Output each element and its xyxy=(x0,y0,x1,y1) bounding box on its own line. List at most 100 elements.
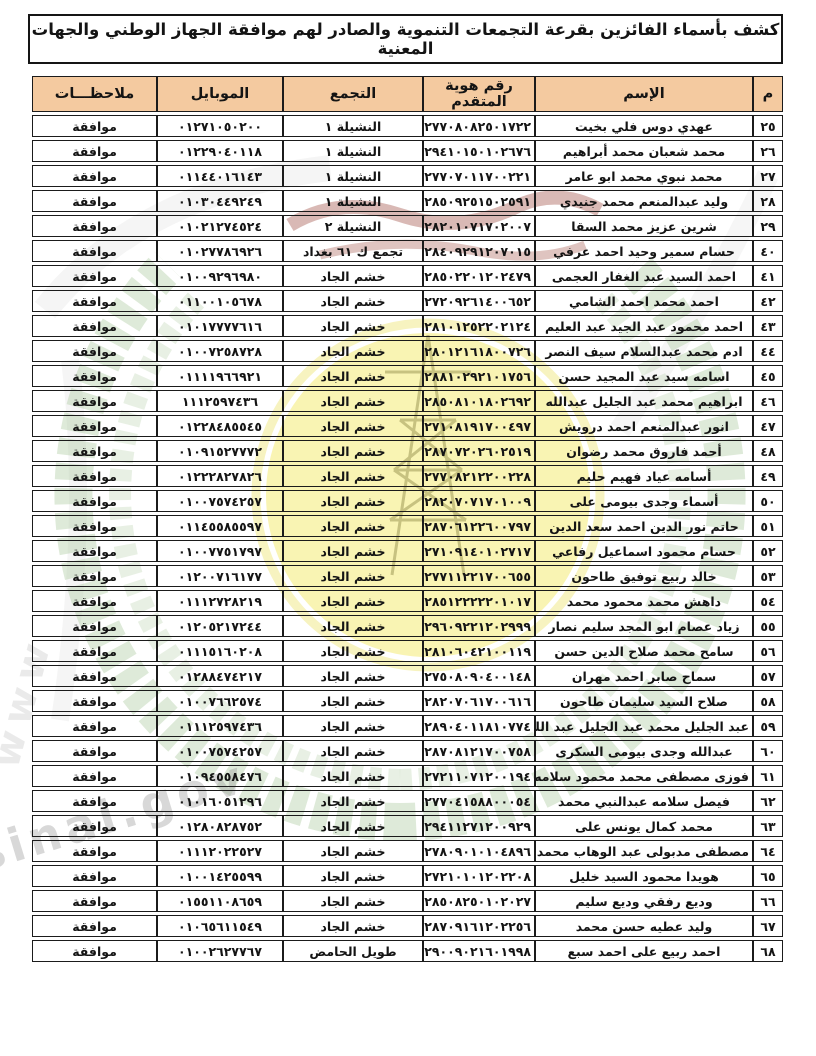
cell-group: خشم الجاد xyxy=(283,815,423,837)
table-row: ٥٥ زياد عصام ابو المجد سليم نصار ٢٩٦٠٩٢٢١٢… xyxy=(32,615,783,637)
table-row: ٦٣ محمد كمال يونس على ٢٩٤١١٢٧١٢٠٠٩٢٩ خشم ال… xyxy=(32,815,783,837)
calligraphy-shape xyxy=(286,190,604,232)
table-row: ٦١ فوزى مصطفى محمد محمود سلامه ٢٧٢١١٠٧١٢٠٠… xyxy=(32,765,783,787)
cell-mobile: ٠١٠٠٧٦٦٢٥٧٤ xyxy=(157,690,283,712)
cell-group: خشم الجاد xyxy=(283,465,423,487)
header-row-number: م xyxy=(753,76,783,112)
cell-mobile: ٠١٠١٧٧٧٧٦١٦ xyxy=(157,315,283,337)
cell-no: ٥٠ xyxy=(753,490,783,512)
cell-note: موافقة xyxy=(32,415,157,437)
cell-note: موافقة xyxy=(32,565,157,587)
cell-name: خالد ربيع توفيق طاحون xyxy=(535,565,753,587)
cell-name: احمد محمد احمد الشامي xyxy=(535,290,753,312)
cell-no: ٤٢ xyxy=(753,290,783,312)
cell-group: النشيلة ١ xyxy=(283,140,423,162)
cell-note: موافقة xyxy=(32,290,157,312)
cell-note: موافقة xyxy=(32,390,157,412)
cell-name: سماح صابر احمد مهران xyxy=(535,665,753,687)
cell-name: احمد السيد عبد الغفار العجمى xyxy=(535,265,753,287)
table-row: ٦٥ هويدا محمود السيد خليل ٢٧٢١٠١٠١٢٠٢٢٠٨ خش… xyxy=(32,865,783,887)
cell-id: ٢٨٢٠٧٠٦١٧٠٠٦١٦ xyxy=(423,690,535,712)
table-row: ٤٤ ادم محمد عبدالسلام سيف النصر ٢٨٠١٢١٦١٨٠… xyxy=(32,340,783,362)
cell-name: انور عبدالمنعم احمد درويش xyxy=(535,415,753,437)
header-community: التجمع xyxy=(283,76,423,112)
cell-note: موافقة xyxy=(32,190,157,212)
wreath-left-inner xyxy=(109,292,401,791)
cell-mobile: ٠١٢٧١٠٥٠٢٠٠ xyxy=(157,115,283,137)
cell-mobile: ٠١٠٠٧٢٥٨٧٢٨ xyxy=(157,340,283,362)
cell-name: عبد الجليل محمد عبد الجليل عبد الله xyxy=(535,715,753,737)
table-row: ٦٠ عبدالله وجدى بيومى السكرى ٢٨٧٠٨١٢١٧٠٠٧٥… xyxy=(32,740,783,762)
cell-group: خشم الجاد xyxy=(283,490,423,512)
page-title: كشف بأسماء الفائزين بقرعة التجمعات التنم… xyxy=(31,20,780,58)
cell-id: ٢٩٤١٠١٥٠١٠٢٦٧٦ xyxy=(423,140,535,162)
cell-id: ٢٧٧١١٢٢١٧٠٠٦٥٥ xyxy=(423,565,535,587)
cell-no: ٢٦ xyxy=(753,140,783,162)
cell-id: ٢٨٥١٢٢٢٢٢٠١٠١٧ xyxy=(423,590,535,612)
table-row: ٢٨ وليد عبدالمنعم محمد جنيدي ٢٨٥٠٩٢٥١٥٠٢٥٩… xyxy=(32,190,783,212)
cell-no: ٦٤ xyxy=(753,840,783,862)
cell-id: ٢٨٧٠٨١٢١٧٠٠٧٥٨ xyxy=(423,740,535,762)
cell-id: ٢٨٥٠٨٢٥٠١٠٢٠٢٧ xyxy=(423,890,535,912)
cell-note: موافقة xyxy=(32,940,157,962)
cell-mobile: ٠١٠٠٧٥٧٤٢٥٧ xyxy=(157,490,283,512)
cell-id: ٢٨٧٠٧٢٠٢٦٠٢٥١٩ xyxy=(423,440,535,462)
table-row: ٥١ حاتم نور الدين احمد سعد الدين ٢٨٧٠٦١٢٢٦… xyxy=(32,515,783,537)
swoosh-shape xyxy=(34,155,332,319)
emblem-disc-ring xyxy=(251,318,605,672)
cell-group: النشيلة ١ xyxy=(283,190,423,212)
cell-id: ٢٧٧٠٨٢١٢٢٠٠٢٢٨ xyxy=(423,465,535,487)
table-row: ٤٩ أسامه عياد فهيم حليم ٢٧٧٠٨٢١٢٢٠٠٢٢٨ خشم … xyxy=(32,465,783,487)
cell-id: ٢٨١٠١٢٥٢٢٠٢١٢٤ xyxy=(423,315,535,337)
cell-id: ٢٨٠١٢١٦١٨٠٠٧٢٦ xyxy=(423,340,535,362)
cell-mobile: ٠١٠٢١٢٧٤٥٢٤ xyxy=(157,215,283,237)
cell-mobile: ١١١٢٥٩٧٤٣٦ xyxy=(157,390,283,412)
cell-no: ٦٠ xyxy=(753,740,783,762)
cell-name: فيصل سلامه عبدالنبي محمد xyxy=(535,790,753,812)
cell-id: ٢٨٥٠٢٢٠١٢٠٢٤٧٩ xyxy=(423,265,535,287)
cell-note: موافقة xyxy=(32,365,157,387)
cell-id: ٢٨٢٠١٠٧١٧٠٢٠٠٧ xyxy=(423,215,535,237)
table-row: ٦٢ فيصل سلامه عبدالنبي محمد ٢٧٧٠٤١٥٨٨٠٠٠٥٤… xyxy=(32,790,783,812)
cell-id: ٢٨٨١٠٢٩٢١٠١٧٥٦ xyxy=(423,365,535,387)
cell-name: احمد محمود عبد الجيد عبد العليم xyxy=(535,315,753,337)
cell-group: خشم الجاد xyxy=(283,640,423,662)
cell-id: ٢٨٥٠٩٢٥١٥٠٢٥٩١ xyxy=(423,190,535,212)
header-mobile: الموبايل xyxy=(157,76,283,112)
cell-note: موافقة xyxy=(32,440,157,462)
cell-id: ٢٧٧٠٨٠٨٢٥٠١٧٢٢ xyxy=(423,115,535,137)
cell-no: ٢٨ xyxy=(753,190,783,212)
cell-group: خشم الجاد xyxy=(283,315,423,337)
table-row: ٤٨ أحمد فاروق محمد رضوان ٢٨٧٠٧٢٠٢٦٠٢٥١٩ خشم… xyxy=(32,440,783,462)
header-notes: ملاحظـــات xyxy=(32,76,157,112)
cell-no: ٦٧ xyxy=(753,915,783,937)
cell-no: ٦٨ xyxy=(753,940,783,962)
cell-note: موافقة xyxy=(32,865,157,887)
cell-group: خشم الجاد xyxy=(283,565,423,587)
table-row: ٥٣ خالد ربيع توفيق طاحون ٢٧٧١١٢٢١٧٠٠٦٥٥ خشم… xyxy=(32,565,783,587)
cell-no: ٤١ xyxy=(753,265,783,287)
cell-name: أسامه عياد فهيم حليم xyxy=(535,465,753,487)
table-row: ٥٦ سامح محمد صلاح الدين حسن ٢٨١٠٦٠٤٢١٠٠١١٩… xyxy=(32,640,783,662)
cell-id: ٢٧٧٠٧٠١١٧٠٠٢٢١ xyxy=(423,165,535,187)
cell-note: موافقة xyxy=(32,515,157,537)
cell-group: خشم الجاد xyxy=(283,265,423,287)
swoosh-shape xyxy=(51,358,87,722)
cell-id: ٢٧٢٠٩٢٦١٤٠٠٦٥٢ xyxy=(423,290,535,312)
cell-name: صلاح السيد سليمان طاحون xyxy=(535,690,753,712)
cell-group: خشم الجاد xyxy=(283,365,423,387)
cell-name: احمد ربيع على احمد سبع xyxy=(535,940,753,962)
cell-mobile: ٠١١٤٥٥٨٥٥٩٧ xyxy=(157,515,283,537)
cell-group: خشم الجاد xyxy=(283,290,423,312)
cell-mobile: ٠١٢٠٥٢١٧٢٤٤ xyxy=(157,615,283,637)
cell-id: ٢٧٨٠٩٠١٠١٠٤٨٩٦ xyxy=(423,840,535,862)
header-name: الإسم xyxy=(535,76,753,112)
cell-note: موافقة xyxy=(32,165,157,187)
cell-id: ٢٨٢٠٧٠٧١٧٠١٠٠٩ xyxy=(423,490,535,512)
cell-name: اسامه سيد عبد المجيد حسن xyxy=(535,365,753,387)
table-row: ٤٥ اسامه سيد عبد المجيد حسن ٢٨٨١٠٢٩٢١٠١٧٥٦… xyxy=(32,365,783,387)
cell-name: عهدي دوس فلي بخيت xyxy=(535,115,753,137)
cell-group: خشم الجاد xyxy=(283,915,423,937)
table-row: ٢٧ محمد نبوي محمد ابو عامر ٢٧٧٠٧٠١١٧٠٠٢٢١ ا… xyxy=(32,165,783,187)
